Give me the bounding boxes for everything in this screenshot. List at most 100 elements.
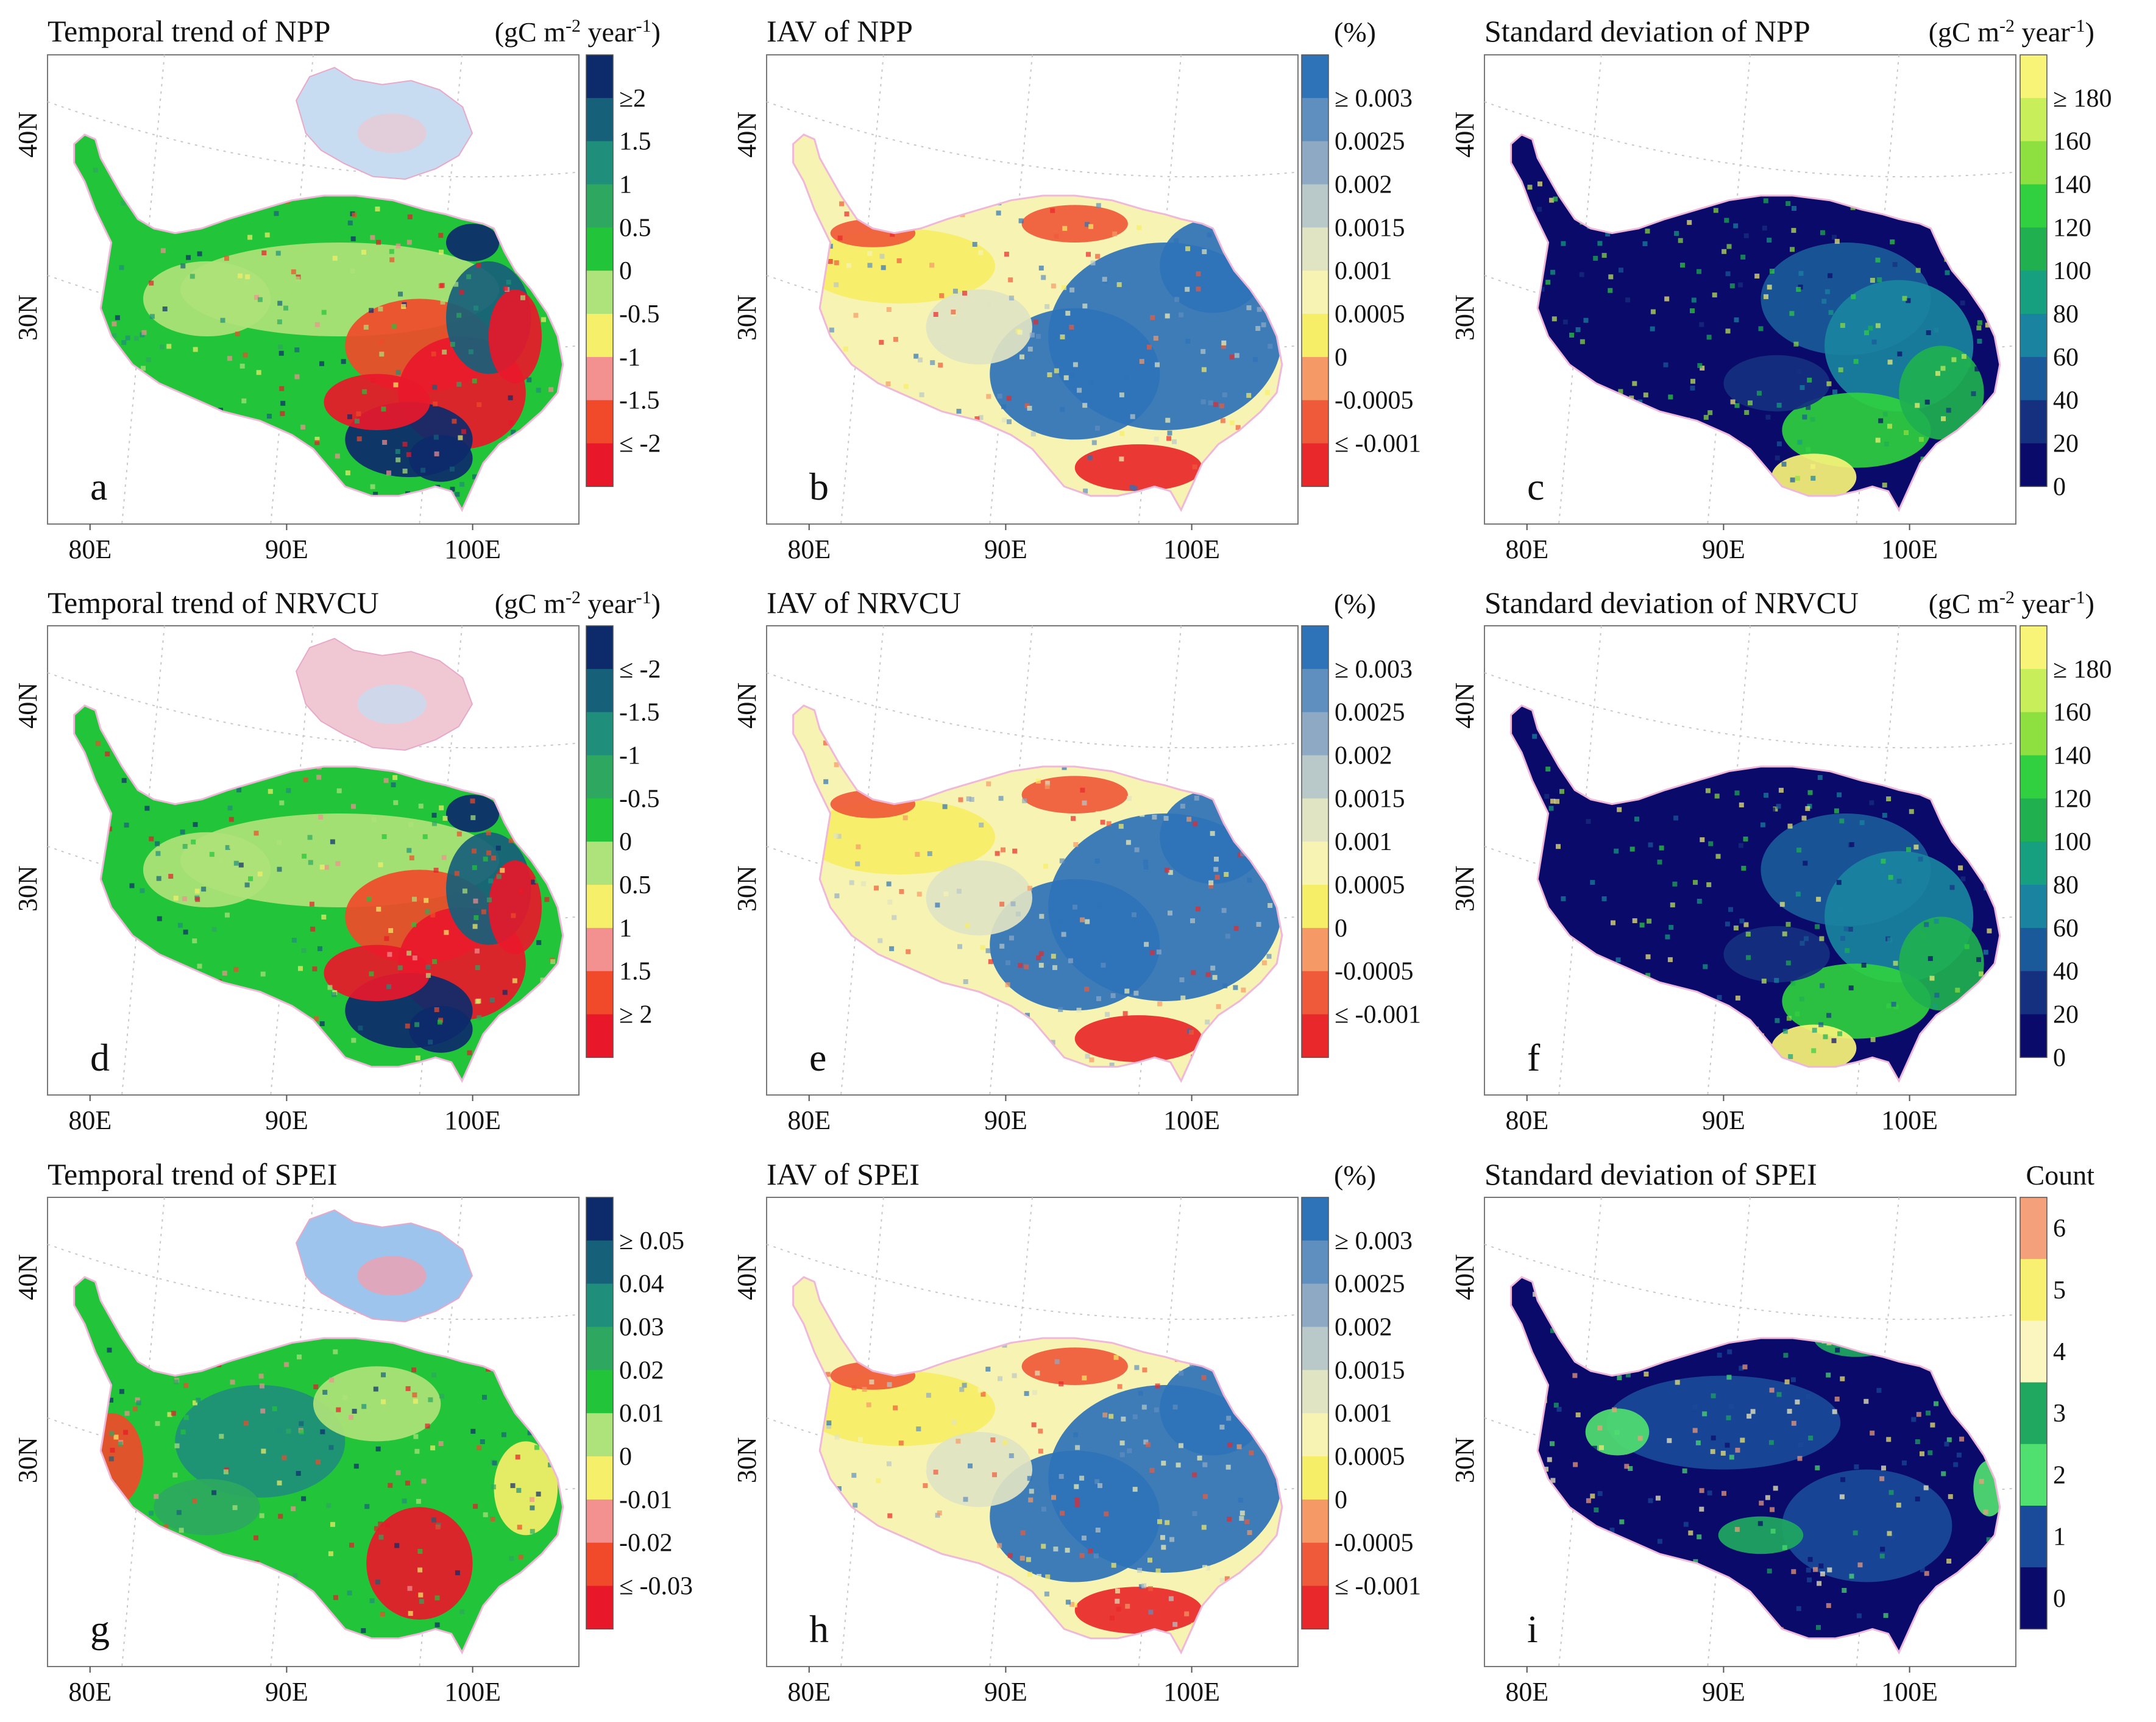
x-tick-label: 80E [68,1677,112,1707]
legend-swatch [1302,626,1328,670]
legend-swatch [586,1014,613,1058]
legend-swatch [2020,443,2047,487]
legend-label: 100 [2053,828,2091,856]
legend-label: 1.5 [619,958,651,986]
legend-label: ≥ 0.003 [1335,85,1413,113]
legend-label: -0.0005 [1335,387,1414,415]
legend-label: 0.0015 [1335,785,1405,813]
legend-label: -0.0005 [1335,958,1414,986]
legend-swatch [586,798,613,842]
y-tick-label: 40N [13,112,43,158]
unit-label: (gC m-2 year-1) [1929,587,2094,620]
x-tick-label: 100E [444,1105,501,1135]
legend-swatch [586,1240,613,1284]
panel-letter: d [90,1036,110,1079]
panel-title: IAV of NPP [767,14,913,48]
legend-label: 0.0025 [1335,699,1405,727]
x-tick-label: 100E [1163,534,1220,564]
panel-title: IAV of NRVCU [767,586,961,620]
legend-label: ≤ -2 [619,656,661,684]
panels-group: Temporal trend of NPP (gC m-2 year-1) a 80E… [13,14,2112,1707]
panel-title: Standard deviation of NPP [1484,14,1810,48]
legend-label: 0 [1335,1486,1347,1514]
legend-swatch [2020,55,2047,99]
legend-swatch [2020,712,2047,756]
legend-label: 0.001 [1335,828,1392,856]
legend-label: 140 [2053,742,2091,770]
legend-swatch [1302,1197,1328,1241]
legend-label: 0 [2053,1585,2066,1613]
legend-swatch [1302,141,1328,185]
legend-label: 1 [2053,1523,2066,1551]
legend-label: 100 [2053,257,2091,285]
legend-swatch [2020,1197,2047,1260]
legend-swatch [2020,755,2047,799]
legend-label: 0.0015 [1335,214,1405,242]
legend-label: ≥ 0.05 [619,1227,684,1255]
legend-label: 0.001 [1335,257,1392,285]
legend-swatch [1302,971,1328,1015]
unit-label: (%) [1334,1160,1376,1191]
legend-swatch [586,1542,613,1587]
legend-label: 3 [2053,1400,2066,1428]
legend-label: 0.0025 [1335,1270,1405,1299]
legend-swatch [586,1456,613,1500]
legend-swatch [1302,400,1328,444]
legend-swatch [1302,314,1328,358]
inset-map [296,66,473,180]
legend-swatch [1302,755,1328,799]
panel-letter: a [90,465,107,508]
legend-swatch [2020,971,2047,1015]
legend-label: ≥ 0.003 [1335,656,1413,684]
legend-label: 160 [2053,699,2091,727]
x-tick-label: 80E [1505,1677,1548,1707]
inset-map [296,637,473,751]
legend-colorbar: ≤ -2 -1.5 -1 -0.5 0 0.5 1 1.5 ≥ 2 [586,625,661,1058]
legend-swatch [586,712,613,756]
legend-swatch [586,400,613,444]
legend-label: ≥2 [619,85,646,113]
y-tick-label: 40N [13,682,43,729]
legend-swatch [586,1327,613,1370]
panel-b: IAV of NPP (%) b 80E 90E 100E 40N 30N ≥ 0.003 0.0… [732,14,1421,564]
legend-label: 0.01 [619,1400,664,1428]
plateau-outline [792,133,1283,512]
legend-swatch [1302,1283,1328,1328]
x-tick-label: 100E [444,1677,501,1707]
legend-colorbar: ≥ 180 160 140 120 100 80 60 40 20 0 [2019,625,2112,1072]
legend-colorbar: ≥2 1.5 1 0.5 0 -0.5 -1 -1.5 ≤ -2 [586,54,661,487]
legend-label: ≥ 180 [2053,656,2112,684]
legend-label: ≤ -0.001 [1335,1573,1421,1601]
legend-swatch [1302,227,1328,271]
panel-letter: b [809,465,829,508]
legend-label: 4 [2053,1338,2066,1366]
legend-label: 0 [1335,915,1347,943]
unit-label: Count [2026,1160,2095,1191]
legend-swatch [586,1499,613,1543]
legend-swatch [1302,1240,1328,1284]
legend-label: -0.5 [619,785,660,813]
x-tick-label: 80E [68,1105,112,1135]
x-tick-label: 90E [984,534,1027,564]
legend-label: 1 [619,915,632,943]
legend-colorbar: ≥ 180 160 140 120 100 80 60 40 20 0 [2019,54,2112,501]
legend-swatch [1302,271,1328,314]
legend-label: 20 [2053,430,2079,458]
legend-colorbar: 6 5 4 3 2 1 0 [2019,1197,2066,1630]
legend-label: 6 [2053,1215,2066,1243]
x-tick-label: 90E [1702,1105,1745,1135]
legend-label: 0.0005 [1335,300,1405,328]
legend-label: 0.0015 [1335,1356,1405,1384]
legend-swatch [586,443,613,487]
unit-label: (gC m-2 year-1) [495,587,661,620]
x-tick-label: 80E [787,1677,831,1707]
panel-h: IAV of SPEI (%) h 80E 90E 100E 40N 30N ≥ 0.003 0.… [732,1157,1421,1707]
x-tick-label: 90E [265,1677,308,1707]
y-tick-label: 30N [13,865,43,912]
plateau-outline [1510,1276,2001,1655]
legend-label: 1.5 [619,128,651,156]
legend-swatch [1302,184,1328,228]
legend-swatch [2020,227,2047,271]
legend-swatch [1302,927,1328,972]
y-tick-label: 40N [732,682,762,729]
